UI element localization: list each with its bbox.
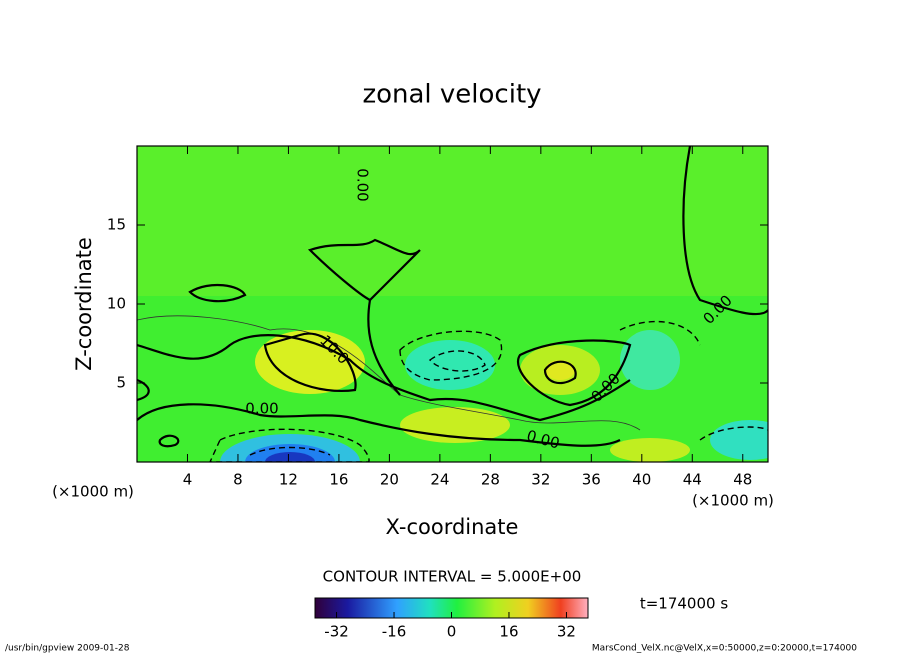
x-tick-label: 12: [279, 471, 298, 489]
colorbar-tick-label: 16: [499, 623, 518, 641]
x-tick-label: 4: [183, 471, 193, 489]
x-tick-label: 20: [380, 471, 399, 489]
x-tick-label: 48: [733, 471, 752, 489]
contour-interval: CONTOUR INTERVAL = 5.000E+00: [323, 568, 582, 586]
x-tick-label: 32: [531, 471, 550, 489]
colorbar-tick-label: 0: [447, 623, 457, 641]
colorbar-tick-label: 32: [557, 623, 576, 641]
y-tick-label: 5: [116, 374, 126, 392]
y-axis-title: Z-coordinate: [72, 237, 96, 371]
colorbar-tick-label: -32: [324, 623, 349, 641]
x-tick-label: 44: [683, 471, 702, 489]
footer-right: MarsCond_VelX.nc@VelX,x=0:50000,z=0:2000…: [592, 644, 857, 654]
x-tick-label: 16: [329, 471, 348, 489]
x-unit-label: (×1000 m): [692, 492, 774, 510]
y-tick-label: 10: [107, 295, 126, 313]
x-tick-label: 36: [582, 471, 601, 489]
x-axis-title: X-coordinate: [386, 515, 519, 539]
x-tick-label: 8: [233, 471, 243, 489]
colorbar-tick-label: -16: [382, 623, 407, 641]
x-unit-label: (×1000 m): [52, 483, 134, 501]
chart-title: zonal velocity: [362, 80, 541, 110]
x-tick-label: 28: [481, 471, 500, 489]
y-tick-label: 15: [107, 216, 126, 234]
time-label: t=174000 s: [640, 595, 728, 613]
x-tick-label: 40: [632, 471, 651, 489]
field: [137, 146, 768, 462]
footer-left: /usr/bin/gpview 2009-01-28: [5, 644, 130, 654]
x-tick-label: 24: [430, 471, 449, 489]
contour-label: 0.00: [245, 400, 278, 418]
contour-label: 0.00: [354, 168, 372, 201]
